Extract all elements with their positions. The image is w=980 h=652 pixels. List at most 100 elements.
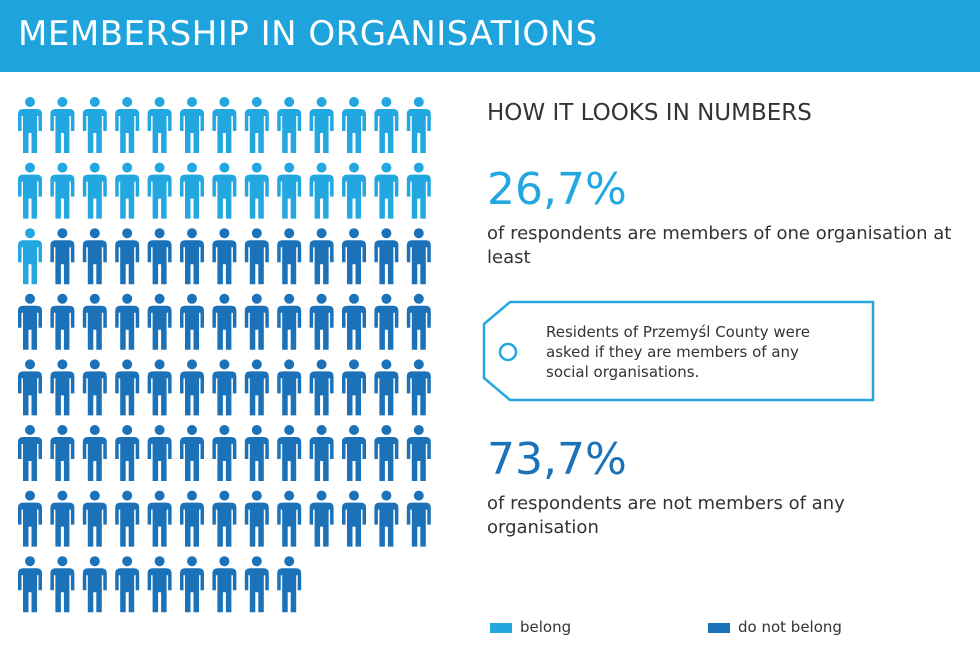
person-icon [212, 490, 237, 547]
person-icon [115, 359, 140, 416]
person-icon [82, 490, 107, 547]
icon-head [251, 425, 262, 435]
icon-body [212, 502, 237, 547]
icon-head [316, 162, 327, 173]
icon-head [89, 162, 100, 173]
icon-head [251, 359, 262, 370]
person-icon [309, 425, 334, 481]
icon-body [18, 371, 42, 416]
icon-body [115, 371, 140, 416]
person-icon [18, 556, 42, 613]
icon-body [115, 437, 140, 481]
icon-head [187, 97, 197, 107]
icon-body [82, 174, 107, 219]
icon-body [309, 109, 334, 153]
icon-head [349, 425, 359, 435]
person-icon [180, 293, 204, 350]
icon-body [82, 437, 107, 481]
icon-body [406, 502, 431, 547]
icon-head [284, 425, 295, 435]
person-icon [212, 162, 237, 219]
icon-body [18, 502, 42, 547]
icon-body [115, 240, 140, 285]
person-icon [406, 293, 431, 350]
icon-head [349, 97, 359, 107]
icon-body [244, 437, 269, 481]
icon-head [284, 359, 295, 370]
icon-body [50, 305, 75, 350]
person-icon [342, 425, 366, 481]
icon-body [180, 568, 204, 613]
icon-head [122, 97, 133, 107]
icon-head [381, 228, 392, 239]
icon-head [89, 490, 100, 501]
icon-head [219, 162, 230, 173]
person-icon [309, 97, 334, 153]
icon-head [316, 228, 327, 239]
icon-body [212, 305, 237, 350]
icon-body [50, 568, 75, 613]
icon-head [154, 490, 165, 501]
person-icon [406, 162, 431, 219]
icon-body [277, 568, 302, 613]
icon-head [122, 162, 133, 173]
person-icon [277, 490, 302, 547]
icon-head [349, 359, 359, 370]
icon-head [89, 556, 100, 567]
icon-head [284, 556, 295, 567]
person-icon [374, 293, 399, 350]
icon-body [244, 240, 269, 285]
icon-body [18, 174, 42, 219]
icon-head [25, 293, 35, 304]
icon-body [309, 174, 334, 219]
icon-body [18, 568, 42, 613]
icon-body [212, 568, 237, 613]
icon-body [342, 240, 366, 285]
icon-body [82, 502, 107, 547]
icon-head [219, 425, 230, 435]
icon-head [381, 490, 392, 501]
icon-head [187, 228, 197, 239]
description: of respondents are not members of any or… [487, 493, 845, 538]
icon-body [180, 437, 204, 481]
person-icon [82, 359, 107, 416]
person-icon [406, 359, 431, 416]
person-icon [374, 228, 399, 285]
person-icon [147, 162, 172, 219]
legend-label: belong [520, 618, 572, 636]
legend-swatch [708, 622, 730, 633]
icon-head [122, 228, 133, 239]
person-icon [277, 97, 302, 153]
icon-head [284, 490, 295, 501]
icon-head [187, 359, 197, 370]
person-icon [309, 162, 334, 219]
icon-head [316, 293, 327, 304]
person-icon [374, 490, 399, 547]
icon-head [57, 490, 68, 501]
icon-head [154, 228, 165, 239]
icon-body [342, 174, 366, 219]
icon-body [342, 109, 366, 153]
icon-body [50, 240, 75, 285]
person-icon [18, 490, 42, 547]
icon-body [309, 502, 334, 547]
value-label: 26,7% [487, 164, 627, 215]
person-icon [18, 97, 42, 153]
icon-head [251, 490, 262, 501]
person-icon [18, 359, 42, 416]
icon-body [18, 109, 42, 153]
icon-body [374, 240, 399, 285]
icon-body [212, 437, 237, 481]
person-icon [406, 228, 431, 285]
icon-head [25, 556, 35, 567]
icon-body [212, 240, 237, 285]
person-icon [244, 162, 269, 219]
icon-body [309, 371, 334, 416]
icon-head [413, 293, 424, 304]
icon-body [406, 305, 431, 350]
icon-head [413, 490, 424, 501]
person-icon [277, 556, 302, 613]
icon-head [316, 97, 327, 107]
icon-head [25, 359, 35, 370]
person-icon [82, 97, 107, 153]
